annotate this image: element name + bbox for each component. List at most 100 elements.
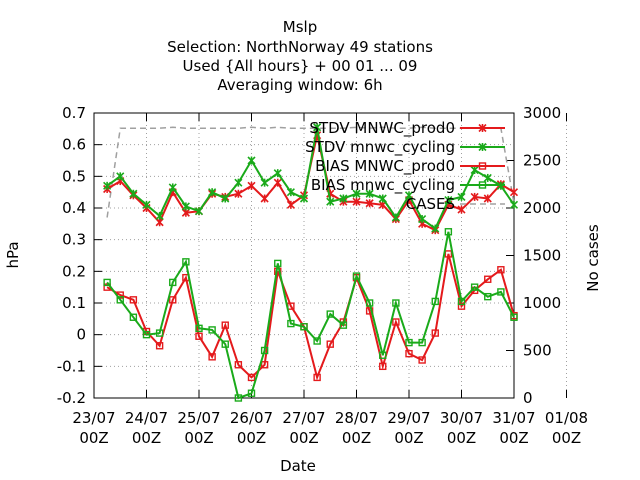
legend-label: BIAS MNWC_prod0	[315, 157, 455, 176]
y-tick-label: 0.2	[62, 262, 86, 280]
y2-axis-label: No cases	[584, 224, 602, 292]
data-point	[286, 200, 295, 209]
legend-label: STDV MNWC_prod0	[309, 119, 455, 138]
legend-entry: CASES	[406, 195, 505, 213]
data-point	[195, 332, 203, 340]
data-point	[326, 310, 334, 318]
data-point	[457, 205, 466, 214]
y2-tick-label: 1500	[523, 247, 561, 265]
data-point	[286, 188, 295, 197]
y-tick-label: 0.1	[62, 294, 86, 312]
data-point	[470, 283, 479, 291]
data-point	[103, 278, 111, 287]
data-point	[497, 288, 505, 296]
data-point	[273, 169, 282, 178]
data-point	[300, 323, 308, 331]
x-tick-label-hour: 00Z	[552, 429, 581, 447]
data-point	[352, 197, 361, 206]
data-point	[247, 373, 256, 382]
title-line-1: Mslp	[283, 18, 317, 36]
legend-label: CASES	[406, 195, 455, 213]
y2-tick-label: 500	[523, 342, 552, 360]
data-point	[208, 326, 216, 334]
data-point	[379, 362, 387, 371]
data-point	[221, 194, 230, 203]
data-point	[509, 188, 519, 197]
y-tick-label: 0.3	[62, 231, 86, 249]
data-point	[392, 299, 400, 307]
data-point	[313, 337, 321, 345]
data-point	[169, 278, 177, 287]
x-tick-label-hour: 00Z	[394, 429, 423, 447]
x-tick-label: 29/07	[387, 409, 430, 427]
data-point	[181, 202, 190, 211]
data-point	[457, 297, 466, 306]
y-tick-label: 0	[76, 326, 86, 344]
data-point	[391, 213, 400, 222]
data-point	[313, 373, 321, 382]
data-point	[497, 266, 505, 274]
data-point	[287, 319, 295, 328]
title-line-3: Used {All hours} + 00 01 ... 09	[183, 57, 418, 75]
data-point	[247, 156, 256, 165]
data-point	[129, 296, 138, 304]
x-tick-label: 27/07	[282, 409, 325, 427]
data-point	[299, 194, 309, 203]
data-point	[260, 178, 269, 187]
data-point	[405, 338, 413, 347]
data-point	[260, 346, 269, 355]
data-point	[431, 297, 439, 306]
data-point	[510, 313, 518, 321]
data-point	[208, 353, 216, 361]
legend-marker	[478, 181, 487, 189]
data-point	[470, 192, 479, 201]
y2-axis: 0 500 1000 1500 2000 2500 3000	[506, 104, 561, 407]
data-point	[365, 299, 374, 307]
data-point	[404, 191, 414, 200]
x-tick-label: 28/07	[335, 409, 378, 427]
data-point	[273, 178, 282, 187]
data-point	[484, 275, 492, 283]
data-point	[129, 189, 138, 198]
data-point	[392, 318, 400, 326]
data-point	[260, 361, 269, 369]
legend-entry: STDV mnwc_cycling	[305, 138, 505, 157]
data-point	[444, 228, 453, 236]
x-tick-label-hour: 00Z	[499, 429, 528, 447]
data-point	[169, 296, 177, 304]
data-point	[483, 173, 492, 182]
data-point	[168, 183, 177, 192]
data-point	[431, 224, 440, 233]
x-tick-label: 24/07	[125, 409, 168, 427]
data-point	[142, 330, 151, 339]
y-tick-label: 0.4	[62, 199, 86, 217]
data-point	[444, 196, 453, 205]
title-line-2: Selection: NorthNorway 49 stations	[167, 38, 433, 56]
data-point	[509, 200, 519, 209]
x-tick-label: 31/07	[492, 409, 535, 427]
data-point	[431, 329, 439, 337]
legend-label: STDV mnwc_cycling	[305, 138, 455, 157]
data-point	[444, 250, 453, 258]
y-tick-label: 0.7	[62, 104, 86, 122]
data-point	[234, 361, 243, 369]
data-point	[483, 194, 492, 203]
data-point	[405, 349, 413, 358]
y-tick-label: 0.6	[62, 136, 86, 154]
data-point	[365, 189, 374, 198]
x-tick-label: 23/07	[72, 409, 115, 427]
y2-tick-label: 0	[523, 389, 533, 407]
data-point	[352, 189, 361, 198]
data-point	[378, 194, 387, 203]
data-point	[339, 321, 348, 329]
x-tick-label-hour: 00Z	[342, 429, 371, 447]
x-tick-label-hour: 00Z	[184, 429, 213, 447]
x-tick-label-hour: 00Z	[79, 429, 108, 447]
data-point	[418, 215, 427, 224]
data-point	[208, 188, 217, 197]
series-layer	[103, 123, 519, 402]
data-point	[457, 302, 466, 310]
